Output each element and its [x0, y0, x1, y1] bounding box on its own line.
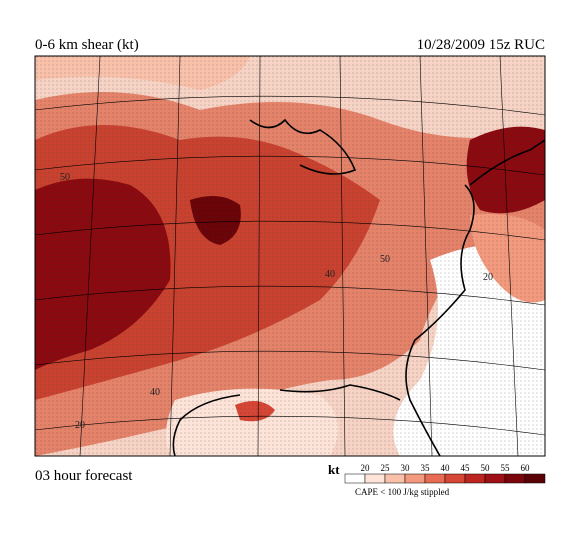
contour-label: 50: [60, 172, 70, 183]
legend-swatch: [344, 473, 366, 484]
legend-unit: kt: [328, 462, 340, 477]
legend-level: 60: [521, 463, 531, 473]
legend-level: 35: [421, 463, 431, 473]
legend-level: 55: [501, 463, 511, 473]
legend-level: 45: [461, 463, 471, 473]
legend-level: 50: [481, 463, 491, 473]
legend-swatch: [484, 473, 506, 484]
valid-time: 10/28/2009 15z RUC: [417, 37, 545, 53]
legend-swatch: [364, 473, 386, 484]
legend-level: 20: [361, 463, 371, 473]
map-title: 0-6 km shear (kt): [35, 37, 139, 53]
legend-swatch: [384, 473, 406, 484]
legend-swatch: [444, 473, 466, 484]
contour-label: 50: [380, 254, 390, 265]
legend-swatch: [464, 473, 486, 484]
legend-swatch: [504, 473, 526, 484]
legend-level: 30: [401, 463, 411, 473]
legend-level: 25: [381, 463, 391, 473]
contour-label: 20: [75, 420, 85, 431]
legend-level: 40: [441, 463, 451, 473]
legend-swatch: [404, 473, 426, 484]
stipple-note: CAPE < 100 J/kg stippled: [355, 487, 450, 497]
forecast-hour: 03 hour forecast: [35, 468, 133, 484]
contour-label: 40: [325, 269, 335, 280]
legend-swatch: [424, 473, 446, 484]
contour-label: 20: [483, 272, 493, 283]
map-body: 20 40 50 40 50 20: [35, 56, 545, 456]
map-frame: [34, 55, 546, 457]
contour-label: 40: [150, 387, 160, 398]
legend-swatch: [524, 473, 546, 484]
color-legend: 20 25 30 35 40 45 50 55 60: [344, 463, 546, 484]
